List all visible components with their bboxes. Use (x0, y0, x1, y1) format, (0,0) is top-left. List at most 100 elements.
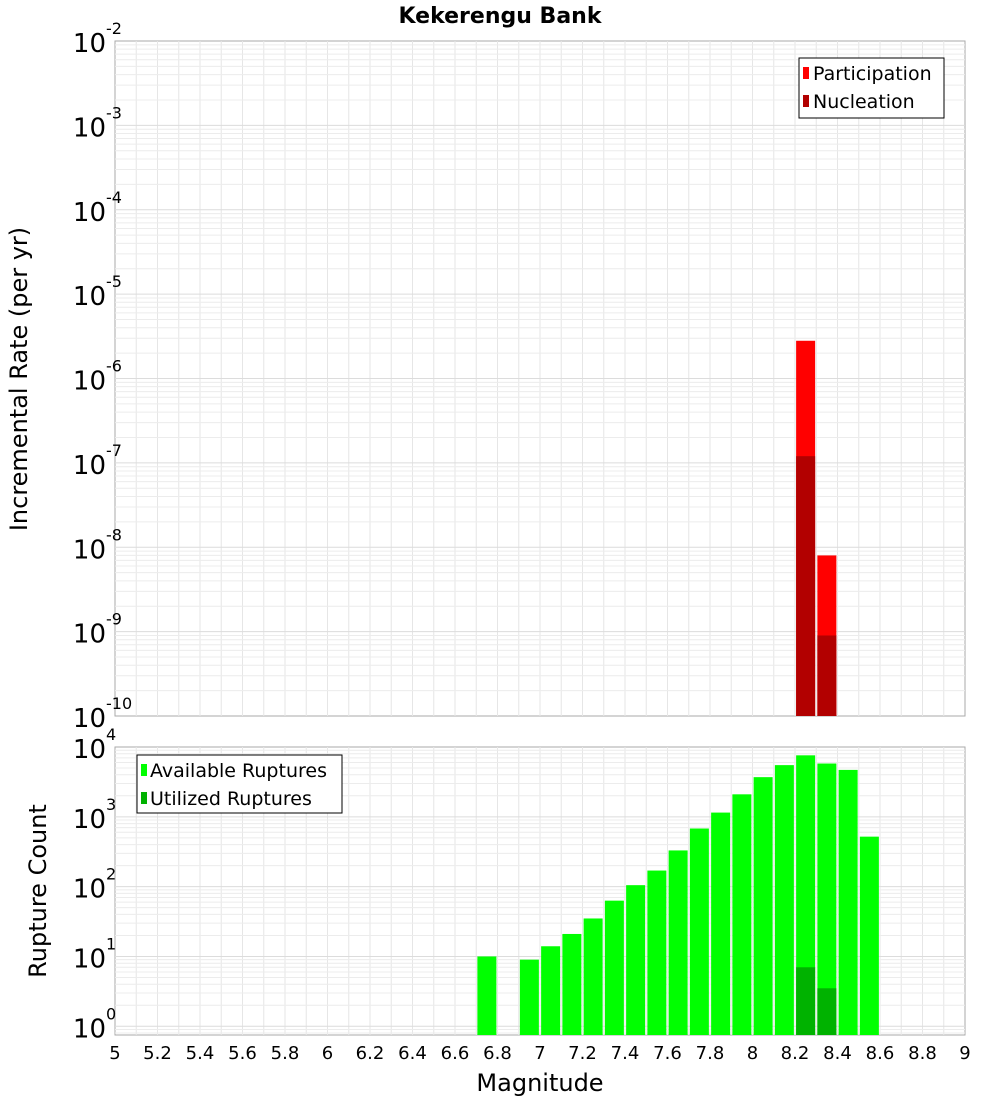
x-tick-label: 7.6 (653, 1043, 682, 1064)
x-tick-label: 5.8 (271, 1043, 300, 1064)
legend-label-participation: Participation (813, 63, 932, 85)
bar-available (604, 900, 624, 1035)
x-tick-label: 8.2 (781, 1043, 810, 1064)
bar-available (774, 765, 794, 1035)
y-tick-base: 10 (73, 704, 106, 734)
chart-title: Kekerengu Bank (399, 4, 603, 29)
legend-swatch-participation (803, 67, 809, 79)
y-tick-exponent: 0 (106, 1004, 116, 1023)
top-y-tick: 10-8 (73, 525, 122, 565)
x-tick-label: 9 (959, 1043, 970, 1064)
top-y-tick: 10-9 (73, 610, 122, 650)
x-tick-label: 8.4 (823, 1043, 852, 1064)
bottom-y-axis-label: Rupture Count (24, 804, 52, 978)
bottom-y-tick: 100 (73, 1004, 116, 1044)
bar-utilized (796, 967, 816, 1035)
top-y-tick: 10-2 (73, 19, 122, 59)
top-y-tick: 10-6 (73, 357, 122, 397)
y-tick-base: 10 (73, 944, 106, 974)
bar-available (732, 794, 752, 1035)
bar-available (711, 812, 731, 1035)
x-tick-label: 6.2 (356, 1043, 385, 1064)
bar-utilized (817, 988, 837, 1035)
bottom-y-tick: 102 (73, 865, 116, 905)
top-legend: Participation Nucleation (798, 57, 945, 119)
x-tick-label: 6.6 (441, 1043, 470, 1064)
x-tick-label: 7.2 (568, 1043, 597, 1064)
x-tick-label: 7 (534, 1043, 545, 1064)
x-tick-label: 8.6 (866, 1043, 895, 1064)
legend-label-available: Available Ruptures (150, 760, 327, 782)
bar-available (647, 870, 667, 1035)
top-grid (115, 41, 965, 716)
y-tick-exponent: 2 (106, 865, 116, 884)
bar-available (859, 836, 879, 1035)
x-tick-label: 5.4 (186, 1043, 215, 1064)
top-y-tick: 10-10 (73, 694, 132, 734)
x-tick-label: 7.4 (611, 1043, 640, 1064)
legend-label-utilized: Utilized Ruptures (150, 788, 312, 810)
x-tick-label: 8.8 (908, 1043, 937, 1064)
bar-available (583, 918, 603, 1035)
top-legend-box (798, 57, 945, 119)
y-tick-base: 10 (73, 620, 106, 650)
x-tick-label: 5.6 (228, 1043, 257, 1064)
y-tick-exponent: -3 (106, 103, 122, 122)
legend-swatch-available (141, 764, 147, 776)
bottom-legend-box (136, 754, 343, 814)
x-tick-label: 5 (109, 1043, 120, 1064)
top-y-tick: 10-4 (73, 188, 122, 228)
bar-available (668, 850, 688, 1035)
y-tick-base: 10 (73, 535, 106, 565)
legend-label-nucleation: Nucleation (813, 91, 915, 113)
bar-available (817, 763, 837, 1035)
bottom-bars (477, 755, 879, 1035)
bar-available (838, 769, 858, 1035)
x-tick-label: 6 (322, 1043, 333, 1064)
bar-available (689, 828, 709, 1035)
bottom-y-tick: 103 (73, 795, 116, 835)
bottom-y-tick: 101 (73, 934, 116, 974)
y-tick-exponent: -4 (106, 188, 122, 207)
y-tick-base: 10 (73, 1014, 106, 1044)
bar-available (753, 777, 773, 1035)
y-tick-exponent: -10 (106, 694, 132, 713)
top-y-axis-label: Incremental Rate (per yr) (5, 227, 33, 531)
y-tick-exponent: -9 (106, 610, 122, 629)
x-tick-label: 5.2 (143, 1043, 172, 1064)
y-tick-base: 10 (73, 451, 106, 481)
y-tick-exponent: 1 (106, 934, 116, 953)
bar-available (562, 933, 582, 1035)
y-tick-exponent: -8 (106, 525, 122, 544)
bottom-y-tick: 104 (73, 725, 116, 765)
y-tick-exponent: -2 (106, 19, 122, 38)
legend-swatch-nucleation (803, 95, 809, 107)
bar-available (626, 885, 646, 1035)
bar-available (796, 755, 816, 1035)
top-y-tick: 10-7 (73, 441, 122, 481)
bottom-legend: Available Ruptures Utilized Ruptures (136, 754, 343, 814)
x-axis-label: Magnitude (476, 1069, 603, 1097)
y-tick-base: 10 (73, 282, 106, 312)
bar-available (477, 956, 497, 1035)
x-tick-label: 8 (747, 1043, 758, 1064)
y-tick-exponent: 3 (106, 795, 116, 814)
x-tick-label: 6.4 (398, 1043, 427, 1064)
x-ticks: 5 5.2 5.4 5.6 5.8 6 6.2 6.4 6.6 6.8 7 7.2 7.4 7.6 7.8 8… (109, 1043, 970, 1064)
legend-swatch-utilized (141, 792, 147, 804)
y-tick-base: 10 (73, 735, 106, 765)
bar-nucleation (817, 635, 837, 716)
y-tick-exponent: -7 (106, 441, 122, 460)
y-tick-base: 10 (73, 367, 106, 397)
top-bars (796, 340, 837, 716)
y-tick-exponent: -5 (106, 272, 122, 291)
y-tick-base: 10 (73, 198, 106, 228)
bar-available (541, 946, 561, 1035)
y-tick-exponent: -6 (106, 357, 122, 376)
y-tick-base: 10 (73, 805, 106, 835)
